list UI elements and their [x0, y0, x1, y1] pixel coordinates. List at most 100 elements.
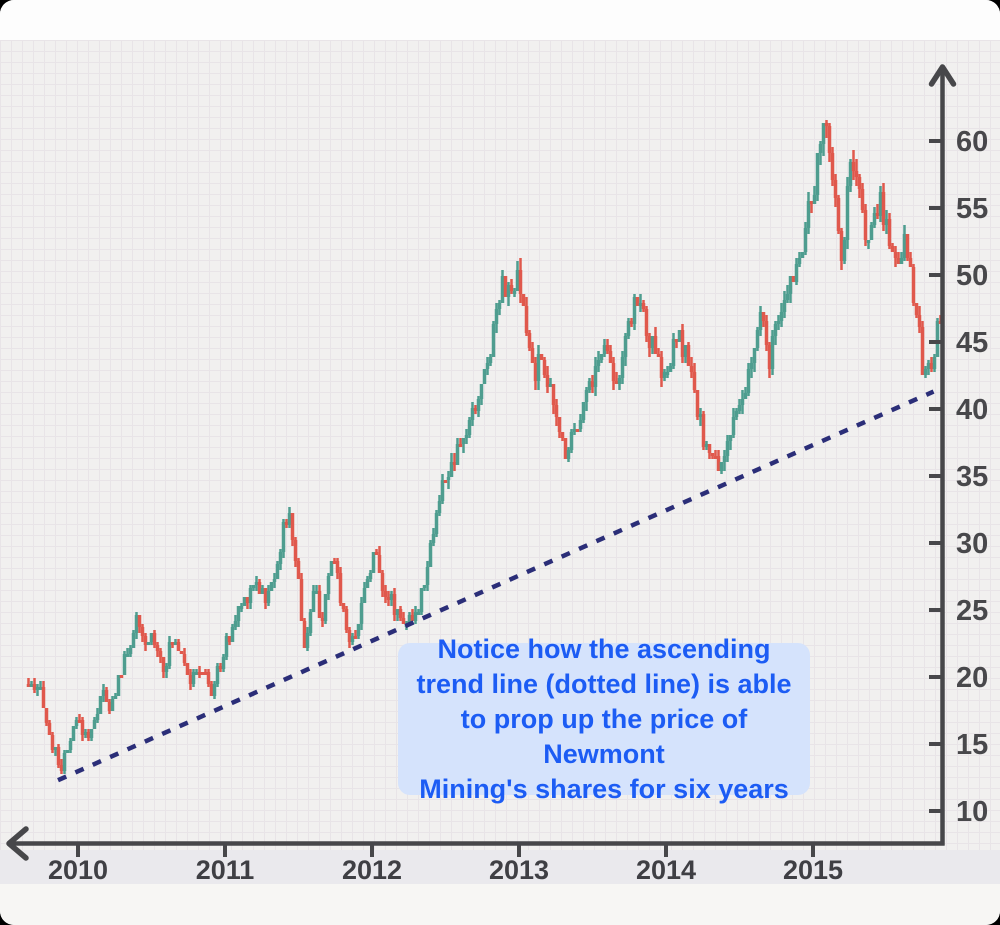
- candle-body: [68, 741, 73, 750]
- candle-body: [731, 417, 736, 435]
- candle-body: [314, 591, 319, 594]
- candle-body: [245, 597, 250, 603]
- candle-body: [521, 294, 526, 306]
- candle-body: [101, 690, 106, 696]
- candle-body: [248, 588, 253, 603]
- candle-body: [848, 162, 853, 186]
- y-axis-label: 40: [956, 394, 988, 426]
- candle-body: [764, 321, 769, 345]
- candle-body: [149, 633, 154, 642]
- candle-body: [113, 696, 118, 699]
- candle-body: [548, 384, 553, 387]
- candle-body: [668, 366, 673, 372]
- bottom-margin-band: [0, 884, 1000, 925]
- candle-body: [545, 375, 550, 387]
- x-axis-label: 2012: [342, 855, 402, 885]
- candle-body: [29, 684, 34, 687]
- candle-body: [716, 456, 721, 471]
- candle-body: [377, 555, 382, 573]
- candle-body: [518, 270, 523, 294]
- annotation-callout: Notice how the ascending trend line (dot…: [398, 634, 810, 804]
- candle-body: [425, 567, 430, 585]
- candle-wick: [810, 201, 813, 213]
- candle-body: [467, 420, 472, 435]
- candle-body: [737, 405, 742, 411]
- candle-wick: [30, 681, 33, 684]
- candle-body: [197, 672, 202, 675]
- candle-body: [638, 303, 643, 306]
- y-axis-label: 10: [956, 796, 988, 828]
- candle-body: [578, 420, 583, 429]
- candle-body: [125, 654, 130, 657]
- candle-body: [803, 228, 808, 252]
- candle-wick: [867, 240, 870, 249]
- candle-body: [446, 477, 451, 480]
- candle-body: [512, 291, 517, 294]
- candle-body: [842, 240, 847, 261]
- candle-body: [515, 270, 520, 291]
- x-axis-label: 2010: [48, 855, 108, 885]
- candle-body: [473, 408, 478, 411]
- candle-body: [596, 360, 601, 366]
- candle-body: [773, 324, 778, 336]
- candle-body: [911, 267, 916, 303]
- candle-body: [611, 363, 616, 381]
- candle-body: [728, 435, 733, 441]
- candle-body: [662, 372, 667, 378]
- candle-wick: [825, 120, 828, 138]
- candle-body: [509, 285, 514, 291]
- candle-body: [134, 615, 139, 633]
- candle-body: [257, 582, 262, 594]
- candle-body: [365, 579, 370, 588]
- candle-body: [236, 606, 241, 621]
- candle-body: [677, 330, 682, 342]
- candle-wick: [459, 438, 462, 447]
- candle-body: [665, 372, 670, 375]
- candle-body: [338, 573, 343, 603]
- candle-wick: [549, 378, 552, 387]
- candle-body: [221, 657, 226, 669]
- candle-body: [914, 303, 919, 315]
- candle-body: [344, 609, 349, 630]
- candle-body: [602, 345, 607, 354]
- candle-body: [242, 597, 247, 606]
- candle-body: [74, 720, 79, 726]
- candle-body: [200, 672, 205, 675]
- candle-body: [449, 462, 454, 477]
- candlestick-series: [26, 120, 943, 774]
- candle-body: [362, 588, 367, 603]
- candle-body: [587, 381, 592, 390]
- candle-body: [416, 612, 421, 615]
- candle-body: [710, 453, 715, 456]
- candle-body: [836, 198, 841, 231]
- candle-body: [722, 456, 727, 462]
- candle-body: [146, 642, 151, 645]
- candle-body: [293, 540, 298, 561]
- candle-body: [833, 180, 838, 198]
- candle-body: [347, 630, 352, 642]
- candle-body: [617, 378, 622, 384]
- candle-body: [407, 615, 412, 624]
- candle-body: [800, 252, 805, 258]
- candle-wick: [78, 714, 81, 720]
- candle-body: [782, 300, 787, 312]
- x-axis-label: 2013: [489, 855, 549, 885]
- candle-body: [98, 696, 103, 714]
- candle-body: [680, 330, 685, 357]
- y-axis-label: 25: [956, 595, 988, 627]
- candle-body: [626, 321, 631, 336]
- candle-body: [227, 636, 232, 642]
- candle-body: [458, 444, 463, 447]
- candle-body: [176, 642, 181, 651]
- candle-wick: [39, 681, 42, 690]
- x-axis-label: 2015: [783, 855, 843, 885]
- candle-body: [239, 606, 244, 609]
- candle-body: [104, 690, 109, 702]
- x-axis-arrow-icon: [6, 826, 29, 861]
- candle-body: [56, 747, 61, 765]
- candle-body: [77, 720, 82, 723]
- candle-body: [788, 276, 793, 294]
- candle-body: [932, 357, 937, 369]
- candle-body: [440, 480, 445, 501]
